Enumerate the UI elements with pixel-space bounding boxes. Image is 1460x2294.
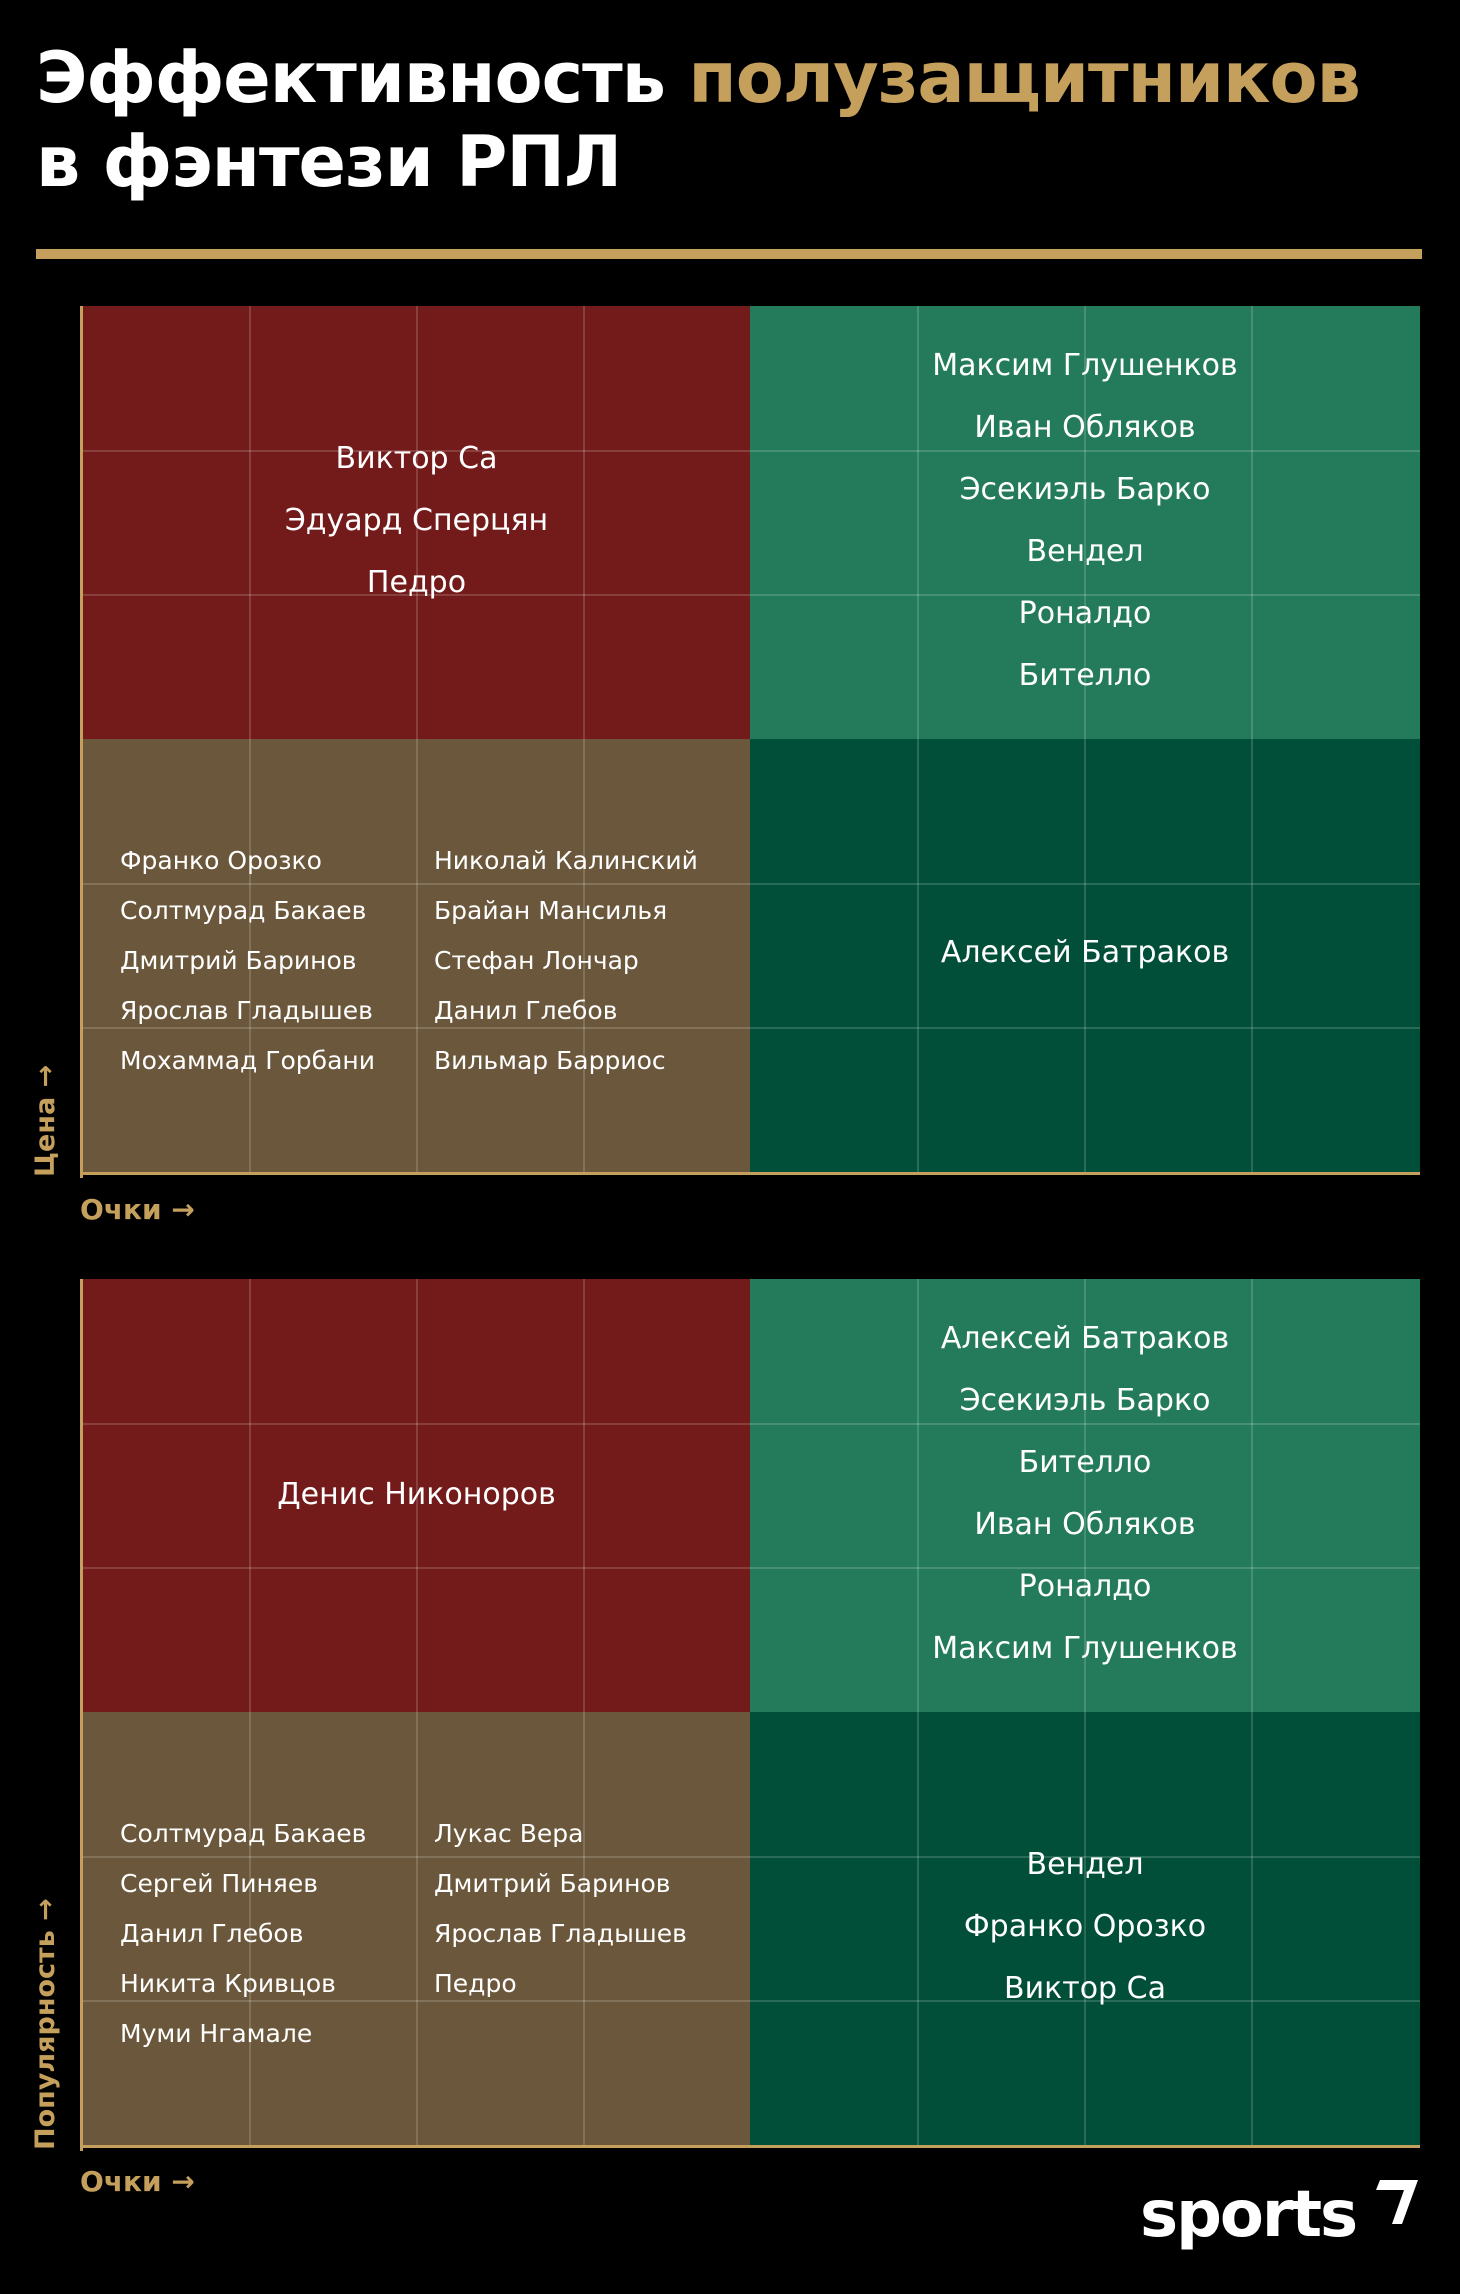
player-name: Денис Никоноров <box>277 1477 556 1512</box>
player-name: Брайан Мансилья <box>434 896 668 925</box>
quadrant-bottom-right <box>750 739 1420 1172</box>
grid-line <box>1251 1279 1253 2145</box>
player-name: Педро <box>434 1969 517 1998</box>
player-name: Бителло <box>1018 1445 1152 1480</box>
player-name: Дмитрий Баринов <box>120 946 357 975</box>
player-name: Вендел <box>1026 534 1144 569</box>
bottom-left-list-col1: Франко Орозко Солтмурад Бакаев Дмитрий Б… <box>120 836 375 1086</box>
player-name: Николай Калинский <box>434 846 698 875</box>
x-axis-label-points: Очки → <box>80 1193 195 1226</box>
player-name: Педро <box>366 565 467 600</box>
player-name: Сергей Пиняев <box>120 1869 318 1898</box>
player-name: Солтмурад Бакаев <box>120 896 367 925</box>
grid-line <box>917 1279 919 2145</box>
top-left-list: Денис Никоноров <box>83 1464 750 1526</box>
player-name: Вендел <box>1026 1847 1144 1882</box>
grid-line <box>249 306 251 1172</box>
player-name: Франко Орозко <box>963 1909 1207 1944</box>
grid-line <box>83 1567 1420 1569</box>
grid-line <box>1084 306 1086 1172</box>
player-name: Максим Глушенков <box>932 1631 1238 1666</box>
top-right-list: Максим Глушенков Иван Обляков Эсекиэль Б… <box>750 335 1420 707</box>
grid-line <box>583 306 585 1172</box>
grid-line <box>416 1279 418 2145</box>
grid-line <box>249 1279 251 2145</box>
bottom-left-list-col1: Солтмурад Бакаев Сергей Пиняев Данил Гле… <box>120 1809 366 2059</box>
price-points-quadrant: Виктор Са Эдуард Сперцян Педро Максим Гл… <box>80 306 1420 1178</box>
player-name: Бителло <box>1018 658 1152 693</box>
grid-line <box>83 450 1420 452</box>
grid-line <box>1251 306 1253 1172</box>
player-name: Никита Кривцов <box>120 1969 336 1998</box>
quadrant-top-right <box>750 1279 1420 1712</box>
player-name: Солтмурад Бакаев <box>120 1819 367 1848</box>
grid-line <box>83 1856 1420 1858</box>
x-axis <box>80 2145 1420 2148</box>
player-name: Ярослав Гладышев <box>434 1919 687 1948</box>
player-name: Эсекиэль Барко <box>959 472 1211 507</box>
player-name: Данил Глебов <box>120 1919 304 1948</box>
bottom-right-list: Вендел Франко Орозко Виктор Са <box>750 1834 1420 2020</box>
logo-slash-icon <box>1376 2180 1418 2224</box>
top-right-list: Алексей Батраков Эсекиэль Барко Бителло … <box>750 1308 1420 1680</box>
sports-logo: sports <box>1140 2178 1358 2252</box>
player-name: Ярослав Гладышев <box>120 996 373 1025</box>
grid-line <box>1084 1279 1086 2145</box>
grid-line <box>83 2000 1420 2002</box>
bottom-left-list-col2: Николай Калинский Брайан Мансилья Стефан… <box>434 836 698 1086</box>
player-name: Виктор Са <box>1004 1971 1166 2006</box>
title-line1: Эффективность <box>36 37 666 119</box>
grid-line <box>83 1027 1420 1029</box>
quadrant-bottom-right <box>750 1712 1420 2145</box>
y-axis <box>80 1279 83 2151</box>
player-name: Иван Обляков <box>974 1507 1196 1542</box>
y-axis-label-price: Цена → <box>30 1064 61 1177</box>
grid-line <box>917 306 919 1172</box>
title-line2: в фэнтези РПЛ <box>36 121 622 203</box>
quadrant-top-left <box>83 306 750 739</box>
page-title: Эффективность полузащитников в фэнтези Р… <box>36 36 1361 204</box>
grid-line <box>83 1423 1420 1425</box>
player-name: Франко Орозко <box>120 846 322 875</box>
bottom-left-list-col2: Лукас Вера Дмитрий Баринов Ярослав Глады… <box>434 1809 687 2009</box>
player-name: Эдуард Сперцян <box>284 503 549 538</box>
grid-line <box>416 306 418 1172</box>
player-name: Максим Глушенков <box>932 348 1238 383</box>
player-name: Роналдо <box>1018 1569 1152 1604</box>
popularity-points-quadrant: Денис Никоноров Алексей Батраков Эсекиэл… <box>80 1279 1420 2151</box>
title-divider <box>36 249 1422 259</box>
top-left-list: Виктор Са Эдуард Сперцян Педро <box>83 428 750 614</box>
player-name: Алексей Батраков <box>940 1321 1230 1356</box>
player-name: Данил Глебов <box>434 996 618 1025</box>
grid-line <box>583 1279 585 2145</box>
player-name: Муми Нгамале <box>120 2019 313 2048</box>
grid-line <box>83 594 1420 596</box>
player-name: Роналдо <box>1018 596 1152 631</box>
player-name: Лукас Вера <box>434 1819 584 1848</box>
player-name: Иван Обляков <box>974 410 1196 445</box>
player-name: Эсекиэль Барко <box>959 1383 1211 1418</box>
x-axis <box>80 1172 1420 1175</box>
player-name: Алексей Батраков <box>940 935 1230 970</box>
grid-line <box>83 883 1420 885</box>
title-accent: полузащитников <box>688 37 1361 119</box>
y-axis-label-popularity: Популярность → <box>30 1898 61 2150</box>
y-axis <box>80 306 83 1178</box>
quadrant-top-left <box>83 1279 750 1712</box>
player-name: Виктор Са <box>335 441 498 476</box>
player-name: Дмитрий Баринов <box>434 1869 671 1898</box>
quadrant-bottom-left <box>83 739 750 1172</box>
quadrant-top-right <box>750 306 1420 739</box>
bottom-right-list: Алексей Батраков <box>750 922 1420 984</box>
player-name: Вильмар Барриос <box>434 1046 666 1075</box>
quadrant-bottom-left <box>83 1712 750 2145</box>
player-name: Мохаммад Горбани <box>120 1046 375 1075</box>
x-axis-label-points: Очки → <box>80 2165 195 2198</box>
player-name: Стефан Лончар <box>434 946 639 975</box>
